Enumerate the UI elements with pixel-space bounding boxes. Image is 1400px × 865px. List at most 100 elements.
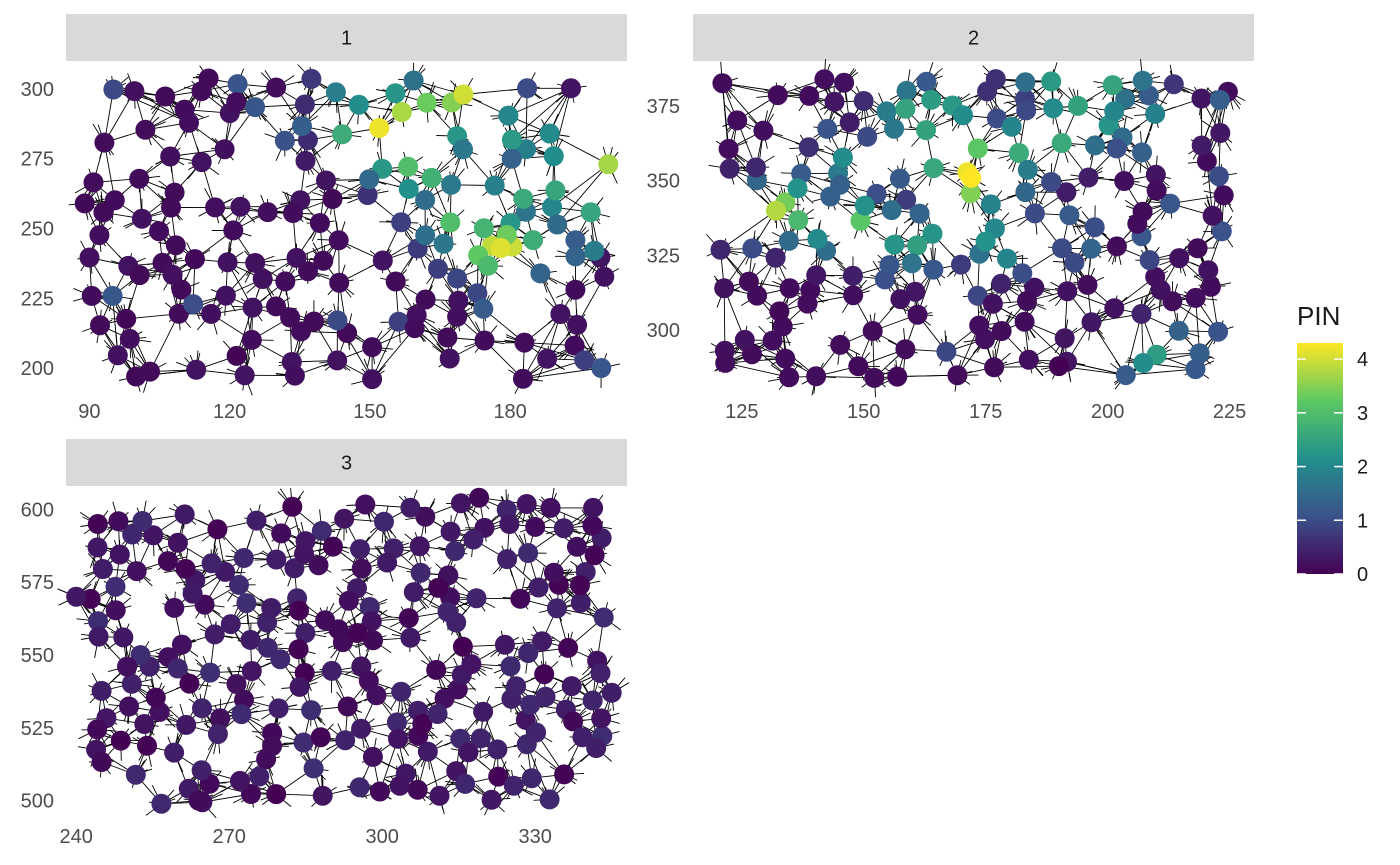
data-point xyxy=(1191,88,1212,109)
data-point xyxy=(1211,221,1232,242)
data-point xyxy=(564,335,585,356)
data-point xyxy=(848,356,869,377)
data-point xyxy=(328,230,349,251)
data-point xyxy=(985,69,1006,90)
y-tick-label: 375 xyxy=(647,96,680,118)
data-point xyxy=(149,221,169,242)
data-point xyxy=(850,210,871,231)
data-point xyxy=(1068,95,1088,116)
data-point xyxy=(230,196,251,217)
data-point xyxy=(372,250,393,271)
data-point xyxy=(1146,180,1167,201)
data-point xyxy=(1024,203,1045,224)
data-point xyxy=(473,298,494,319)
data-point xyxy=(286,247,307,268)
data-point xyxy=(909,203,930,224)
data-point xyxy=(862,321,883,341)
data-point xyxy=(951,254,971,275)
data-point xyxy=(116,308,137,329)
edge xyxy=(722,82,764,131)
data-point xyxy=(834,72,855,93)
data-point xyxy=(895,339,916,360)
data-point xyxy=(765,200,786,221)
edge xyxy=(522,359,585,380)
data-point xyxy=(986,108,1007,129)
data-point xyxy=(474,330,495,351)
data-point xyxy=(81,285,102,306)
data-point xyxy=(404,318,425,339)
data-point xyxy=(201,303,222,324)
data-point xyxy=(1081,238,1102,259)
edge xyxy=(725,362,790,378)
data-point xyxy=(843,285,864,306)
data-point xyxy=(807,228,828,249)
data-point xyxy=(403,70,424,91)
data-point xyxy=(179,112,199,133)
data-point xyxy=(490,238,511,258)
x-tick-label: 225 xyxy=(1213,401,1246,423)
data-point xyxy=(257,202,278,223)
data-point xyxy=(348,94,369,115)
data-point xyxy=(824,91,845,112)
data-point xyxy=(313,250,334,271)
data-point xyxy=(916,120,936,141)
data-point xyxy=(1208,321,1229,342)
edge xyxy=(556,164,609,225)
y-tick-label: 225 xyxy=(21,288,54,310)
data-point xyxy=(214,139,235,160)
data-point xyxy=(327,350,348,371)
data-point xyxy=(547,214,568,235)
data-point xyxy=(1102,75,1123,96)
strip-2 xyxy=(693,14,1254,61)
x-tick-label: 125 xyxy=(725,401,758,423)
data-point xyxy=(923,158,944,179)
data-point xyxy=(922,223,943,244)
data-point xyxy=(1196,151,1217,172)
data-point xyxy=(441,174,462,195)
data-point xyxy=(437,327,458,348)
data-point xyxy=(104,190,125,211)
data-point xyxy=(126,366,147,387)
y-tick-label: 550 xyxy=(21,645,54,667)
data-point xyxy=(1016,100,1037,121)
data-point xyxy=(168,303,189,324)
data-point xyxy=(447,268,468,289)
points xyxy=(74,68,619,390)
data-point xyxy=(227,74,248,95)
data-point xyxy=(498,105,519,126)
data-point xyxy=(561,78,581,99)
edge xyxy=(720,210,777,251)
data-point xyxy=(1012,263,1033,284)
data-point xyxy=(799,85,820,106)
data-point xyxy=(907,304,928,325)
data-point xyxy=(223,220,244,241)
data-point xyxy=(953,105,973,126)
y-tick-label: 300 xyxy=(21,79,54,101)
x-tick-label: 240 xyxy=(60,826,93,848)
data-point xyxy=(362,369,383,390)
y-tick-label: 325 xyxy=(647,245,680,267)
data-point xyxy=(1015,72,1036,93)
data-point xyxy=(242,297,263,318)
data-point xyxy=(1056,182,1077,203)
data-point xyxy=(186,359,207,380)
y-tick-label: 350 xyxy=(647,171,680,193)
x-tick-label: 90 xyxy=(78,401,100,423)
data-point xyxy=(580,202,601,223)
y-tick-label: 200 xyxy=(21,358,54,380)
data-point xyxy=(398,156,419,177)
data-point xyxy=(304,311,324,332)
data-point xyxy=(298,261,318,282)
data-point xyxy=(881,200,902,221)
data-point xyxy=(864,367,885,388)
data-point xyxy=(501,148,522,169)
data-point xyxy=(1145,164,1166,185)
data-point xyxy=(1127,213,1148,234)
edge xyxy=(553,88,572,157)
data-point xyxy=(523,230,544,251)
data-point xyxy=(102,285,123,306)
data-point xyxy=(245,253,266,273)
data-point xyxy=(1210,123,1231,143)
